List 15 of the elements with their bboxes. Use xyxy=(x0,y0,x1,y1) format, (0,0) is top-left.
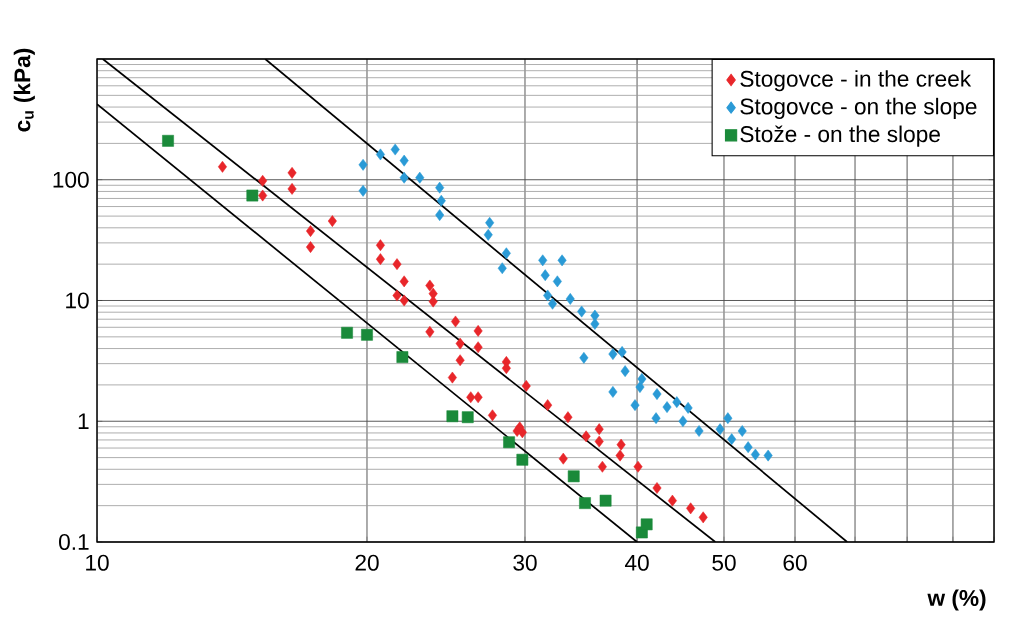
legend-label: Stogovce - in the creek xyxy=(740,70,972,92)
legend-label: Stože - on the slope xyxy=(740,125,940,147)
x-tick-label: 60 xyxy=(783,554,807,571)
x-tick-label: 50 xyxy=(712,554,736,571)
x-tick-label: 20 xyxy=(355,554,379,571)
y-axis-title: c$_{u}$ (kPa) xyxy=(13,49,35,132)
x-tick-label: 40 xyxy=(624,554,649,571)
y-tick-label: 10 xyxy=(66,292,89,309)
x-tick-label: 30 xyxy=(513,554,537,571)
y-tick-label: 1 xyxy=(78,413,89,430)
legend-label: Stogovce - on the slope xyxy=(740,98,977,120)
y-tick-label: 0.1 xyxy=(59,534,89,551)
y-tick-label: 100 xyxy=(53,171,89,188)
x-axis-title: w (%) xyxy=(927,589,986,611)
x-tick-label: 10 xyxy=(86,554,109,571)
